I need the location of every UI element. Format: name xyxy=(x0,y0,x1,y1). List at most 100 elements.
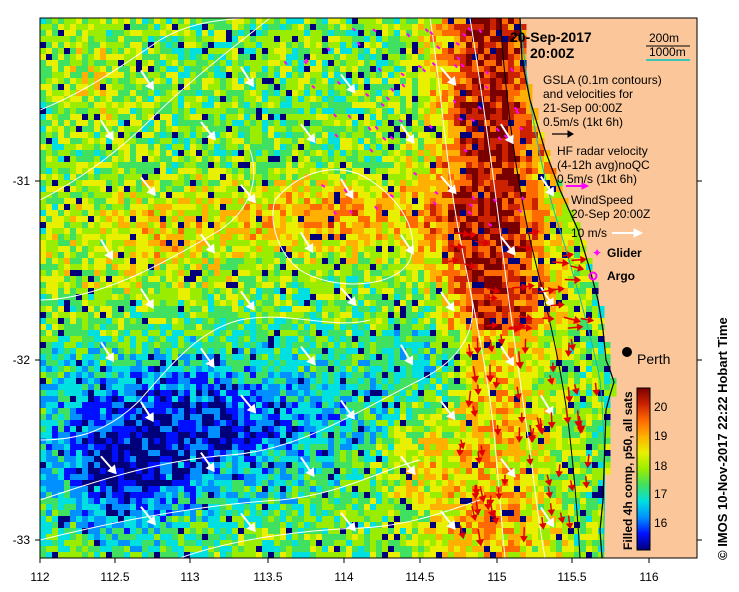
sst-pixel xyxy=(406,234,413,241)
sst-pixel xyxy=(508,252,515,259)
sst-pixel xyxy=(118,66,125,73)
sst-pixel xyxy=(154,198,161,205)
sst-pixel xyxy=(292,270,299,277)
sst-pixel xyxy=(136,48,143,55)
sst-pixel xyxy=(490,66,497,73)
sst-pixel xyxy=(358,60,365,67)
sst-pixel xyxy=(202,168,209,175)
sst-pixel xyxy=(322,48,329,55)
sst-pixel xyxy=(322,330,329,337)
sst-pixel xyxy=(460,336,467,343)
sst-pixel xyxy=(466,228,473,235)
sst-pixel xyxy=(496,36,503,43)
sst-pixel xyxy=(472,276,479,283)
sst-pixel xyxy=(532,156,539,163)
sst-pixel xyxy=(46,90,53,97)
sst-pixel xyxy=(124,336,131,343)
sst-pixel xyxy=(568,282,575,289)
sst-pixel xyxy=(382,60,389,67)
sst-pixel xyxy=(370,150,377,157)
sst-pixel xyxy=(220,300,227,307)
sst-pixel xyxy=(346,282,353,289)
sst-pixel xyxy=(364,114,371,121)
sst-pixel xyxy=(466,144,473,151)
sst-pixel xyxy=(478,24,485,31)
sst-pixel xyxy=(244,156,251,163)
sst-pixel xyxy=(166,348,173,355)
sst-pixel xyxy=(538,318,545,325)
sst-pixel xyxy=(298,330,305,337)
sst-pixel xyxy=(130,300,137,307)
sst-pixel xyxy=(322,300,329,307)
sst-pixel xyxy=(262,204,269,211)
sst-pixel xyxy=(352,216,359,223)
sst-pixel xyxy=(256,24,263,31)
sst-pixel xyxy=(160,294,167,301)
sst-pixel xyxy=(112,174,119,181)
sst-pixel xyxy=(70,210,77,217)
sst-pixel xyxy=(124,150,131,157)
sst-pixel xyxy=(412,108,419,115)
sst-pixel xyxy=(94,342,101,349)
sst-pixel xyxy=(256,54,263,61)
sst-pixel xyxy=(208,234,215,241)
sst-pixel xyxy=(322,90,329,97)
sst-pixel xyxy=(112,186,119,193)
sst-pixel xyxy=(190,162,197,169)
sst-pixel xyxy=(256,90,263,97)
sst-pixel xyxy=(196,186,203,193)
sst-pixel xyxy=(250,276,257,283)
sst-pixel xyxy=(82,228,89,235)
sst-pixel xyxy=(214,114,221,121)
sst-pixel xyxy=(580,270,587,277)
sst-pixel xyxy=(538,228,545,235)
sst-pixel xyxy=(358,42,365,49)
sst-pixel xyxy=(196,192,203,199)
sst-pixel xyxy=(388,36,395,43)
sst-pixel xyxy=(304,18,311,25)
sst-pixel xyxy=(454,180,461,187)
sst-pixel xyxy=(70,246,77,253)
sst-pixel xyxy=(112,72,119,79)
sst-pixel xyxy=(454,288,461,295)
sst-pixel xyxy=(472,18,479,25)
sst-pixel xyxy=(430,108,437,115)
sst-pixel xyxy=(574,336,581,343)
sst-pixel xyxy=(184,348,191,355)
sst-pixel xyxy=(484,66,491,73)
sst-pixel xyxy=(154,180,161,187)
sst-pixel xyxy=(220,252,227,259)
sst-pixel xyxy=(472,42,479,49)
sst-pixel xyxy=(328,198,335,205)
sst-pixel xyxy=(346,348,353,355)
sst-pixel xyxy=(472,354,479,361)
sst-pixel xyxy=(208,66,215,73)
sst-pixel xyxy=(544,312,551,319)
sst-pixel xyxy=(478,354,485,361)
sst-pixel xyxy=(430,168,437,175)
sst-pixel xyxy=(136,342,143,349)
sst-pixel xyxy=(388,198,395,205)
sst-pixel xyxy=(76,150,83,157)
sst-pixel xyxy=(172,240,179,247)
sst-pixel xyxy=(442,186,449,193)
sst-pixel xyxy=(466,264,473,271)
sst-pixel xyxy=(226,180,233,187)
sst-pixel xyxy=(376,150,383,157)
sst-pixel xyxy=(142,54,149,61)
sst-pixel xyxy=(574,312,581,319)
sst-pixel xyxy=(136,84,143,91)
sst-pixel xyxy=(406,294,413,301)
sst-pixel xyxy=(388,48,395,55)
sst-pixel xyxy=(466,18,473,25)
sst-pixel xyxy=(178,78,185,85)
sst-pixel xyxy=(304,294,311,301)
sst-pixel xyxy=(514,72,521,79)
sst-pixel xyxy=(436,276,443,283)
sst-pixel xyxy=(244,108,251,115)
sst-pixel xyxy=(124,162,131,169)
sst-pixel xyxy=(58,204,65,211)
sst-pixel xyxy=(394,66,401,73)
sst-pixel xyxy=(256,288,263,295)
sst-pixel xyxy=(586,276,593,283)
